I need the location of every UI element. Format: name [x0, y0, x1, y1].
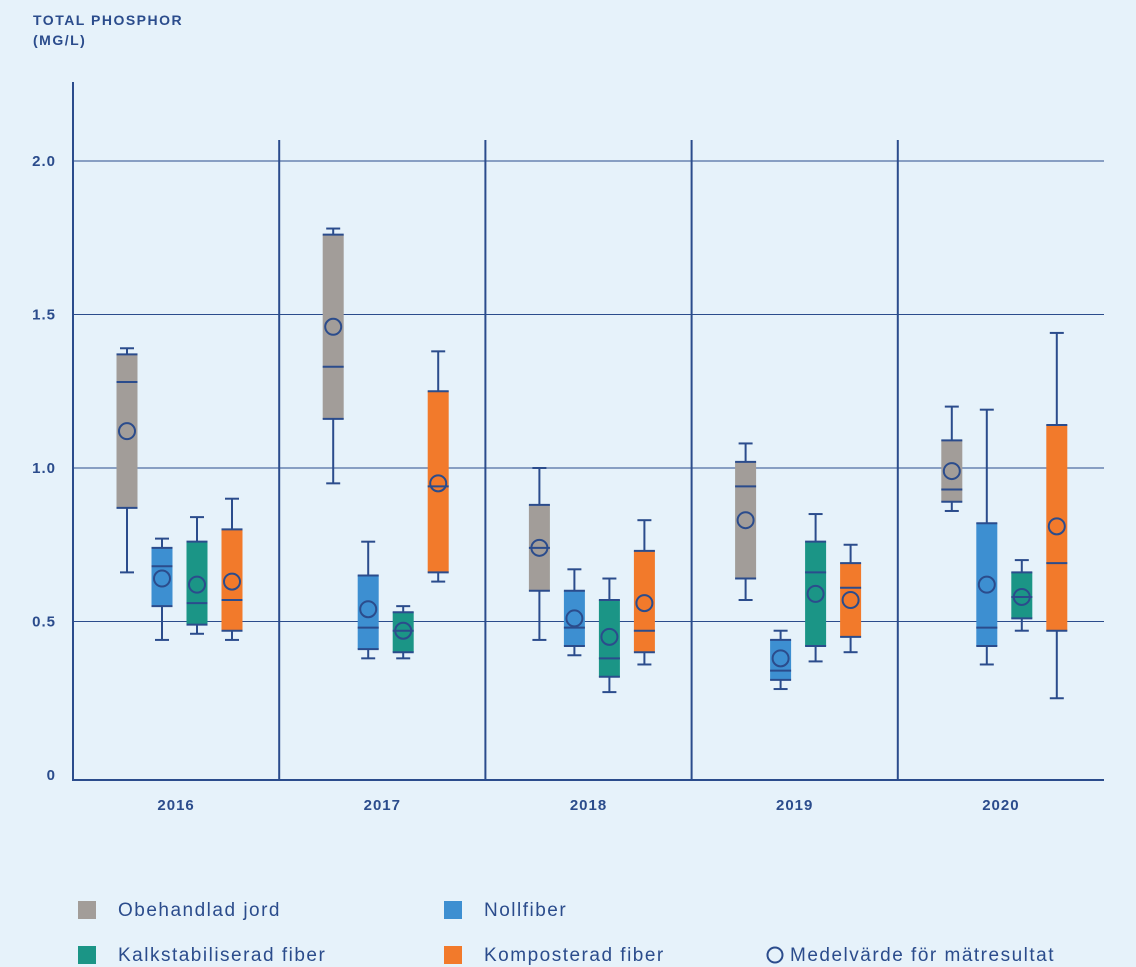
- legend-label: Kalkstabiliserad fiber: [118, 945, 326, 966]
- y-tick-label: 0: [47, 767, 56, 784]
- y-tick-label: 2.0: [32, 153, 56, 170]
- mean: [806, 584, 825, 603]
- mean: [429, 474, 448, 493]
- box: [840, 563, 862, 637]
- mean: [942, 462, 961, 481]
- chart-title: TOTAL PHOSPHOR (MG/L): [33, 12, 184, 48]
- box: [427, 391, 449, 573]
- box: [116, 354, 138, 508]
- legend-swatch: [78, 946, 96, 964]
- box: [392, 612, 414, 653]
- y-tick-label: 1.5: [32, 306, 56, 323]
- mean: [118, 422, 136, 441]
- mean: [736, 511, 755, 530]
- legend-swatch: [78, 901, 96, 919]
- box: [633, 550, 655, 653]
- box: [976, 523, 998, 647]
- mean: [153, 569, 171, 588]
- legend-swatch: [444, 946, 462, 964]
- legend-label: Komposterad fiber: [484, 945, 665, 966]
- box: [941, 440, 963, 502]
- box: [221, 529, 243, 631]
- mean: [1047, 517, 1066, 536]
- mean: [635, 594, 654, 613]
- mean: [188, 575, 206, 594]
- mean: [530, 538, 549, 557]
- box: [735, 461, 757, 579]
- x-tick-label: 2016: [157, 797, 194, 814]
- mean: [223, 572, 241, 591]
- x-tick-label: 2019: [776, 797, 813, 814]
- x-tick-label: 2017: [364, 797, 401, 814]
- box: [357, 575, 379, 650]
- mean: [324, 317, 343, 336]
- box: [1046, 425, 1068, 631]
- mean: [841, 591, 860, 610]
- mean: [394, 621, 413, 640]
- x-tick-label: 2020: [982, 797, 1019, 814]
- legend-swatch: [444, 901, 462, 919]
- mean: [771, 649, 790, 668]
- x-tick-label: 2018: [570, 797, 607, 814]
- box: [805, 541, 827, 647]
- y-tick-label: 0.5: [32, 613, 56, 630]
- legend-label: Nollfiber: [484, 900, 567, 921]
- legend-mean-symbol: [766, 946, 784, 964]
- mean: [359, 600, 378, 619]
- mean: [1012, 587, 1031, 606]
- mean: [600, 627, 619, 646]
- box: [1011, 572, 1033, 619]
- y-tick-label: 1.0: [32, 460, 56, 477]
- legend-label: Medelvärde för mätresultat: [790, 945, 1055, 966]
- box: [563, 590, 585, 647]
- mean: [565, 609, 584, 628]
- box: [151, 547, 173, 607]
- box: [322, 234, 344, 419]
- legend-label: Obehandlad jord: [118, 900, 281, 921]
- mean: [977, 575, 996, 594]
